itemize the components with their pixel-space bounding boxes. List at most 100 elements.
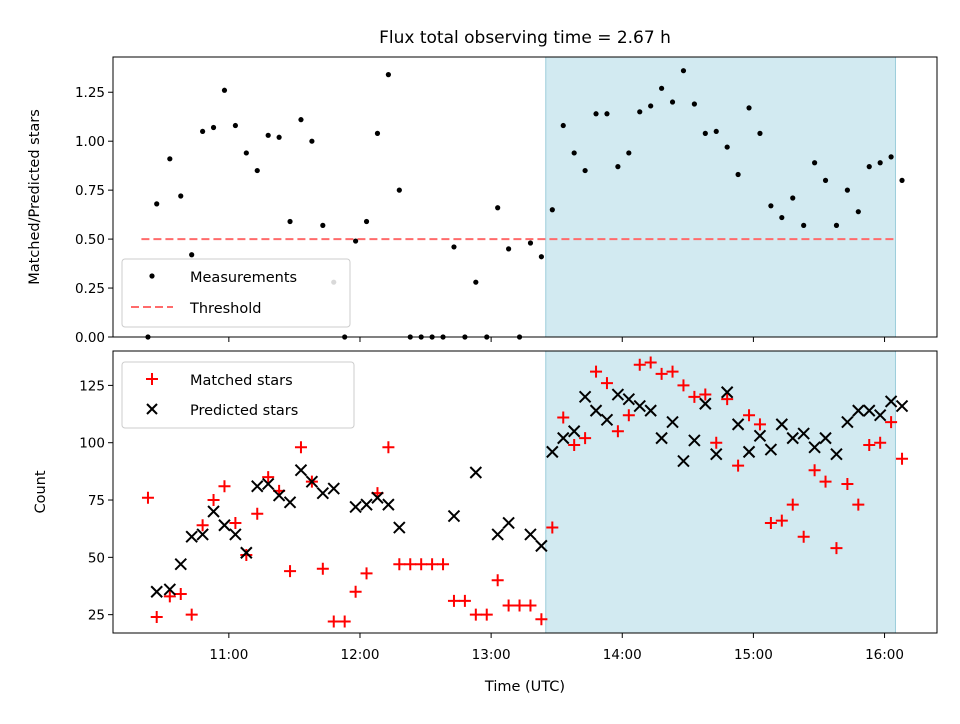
top-panel: 0.00 0.25 0.50 0.75 1.00 1.25 Matched/Predict… <box>27 56 938 346</box>
measurement-point <box>320 222 326 228</box>
measurement-point <box>276 134 282 140</box>
y-tick-label: 75 <box>88 493 105 509</box>
predicted-star-point <box>567 425 581 438</box>
predicted-star-point <box>764 443 778 456</box>
predicted-star-point <box>349 500 362 514</box>
measurement-point <box>353 238 359 244</box>
bottom-shaded-region <box>545 350 896 634</box>
top-plot-frame <box>112 56 938 338</box>
matched-star-point <box>677 379 690 392</box>
matched-star-point <box>327 615 340 628</box>
predicted-star-point <box>261 477 275 491</box>
matched-star-point <box>513 599 526 612</box>
predicted-star-point <box>240 546 253 559</box>
measurement-point <box>757 130 763 136</box>
bottom-plot-frame <box>112 350 938 634</box>
predicted-star-point <box>666 415 679 429</box>
matched-star-point <box>819 475 832 488</box>
matched-star-point <box>251 507 264 520</box>
predicted-star-point <box>797 427 810 440</box>
measurement-point <box>790 195 796 201</box>
matched-star-point <box>710 436 723 449</box>
measurement-point <box>451 244 457 250</box>
measurement-points <box>145 68 905 340</box>
predicted-star-point <box>185 530 198 543</box>
bottom-legend: Matched stars Predicted stars <box>121 361 355 429</box>
predicted-star-point <box>524 528 537 541</box>
predicted-star-point <box>600 413 614 426</box>
y-tick-label: 125 <box>79 378 105 394</box>
predicted-star-point <box>852 404 865 417</box>
matched-star-point <box>393 558 406 571</box>
predicted-star-point <box>502 516 515 530</box>
predicted-star-point <box>786 431 799 445</box>
x-tick-label: 14:00 <box>603 647 642 663</box>
matched-star-point <box>896 452 909 465</box>
measurement-point <box>549 207 555 213</box>
legend-predicted-label: Predicted stars <box>190 403 298 419</box>
predicted-star-point <box>305 475 319 488</box>
predicted-star-point <box>775 418 789 431</box>
x-tick-label: 15:00 <box>734 647 773 663</box>
bottom-x-ticks: 11:00 12:00 13:00 14:00 15:00 16:00 <box>209 633 904 663</box>
matched-star-point <box>382 441 395 454</box>
matched-star-point <box>415 558 428 571</box>
y-tick-label: 0.50 <box>75 232 105 248</box>
measurement-point <box>713 128 719 135</box>
measurement-point <box>768 203 774 209</box>
y-tick-label: 1.00 <box>75 134 105 150</box>
matched-star-point <box>240 549 253 562</box>
measurement-point <box>779 214 785 221</box>
measurement-point <box>232 122 238 129</box>
matched-star-point <box>568 439 581 451</box>
matched-star-point <box>404 558 417 571</box>
matched-star-point <box>753 418 766 431</box>
predicted-star-point <box>677 454 690 468</box>
matched-star-point <box>150 610 163 623</box>
matched-star-point <box>743 409 756 422</box>
predicted-star-point <box>742 445 756 459</box>
measurement-point <box>888 154 894 160</box>
matched-star-point <box>764 516 777 529</box>
predicted-star-points <box>150 386 909 598</box>
predicted-star-point <box>469 466 483 479</box>
top-x-ticks <box>228 337 886 342</box>
predicted-star-point <box>589 404 603 417</box>
matched-star-point <box>349 585 362 598</box>
x-tick-label: 12:00 <box>341 647 380 663</box>
matched-star-point <box>535 613 548 626</box>
predicted-star-point <box>327 482 340 495</box>
matched-star-point <box>447 594 460 607</box>
predicted-star-point <box>294 464 308 477</box>
matched-star-point <box>590 365 603 378</box>
top-shaded-region <box>545 56 896 338</box>
predicted-star-point <box>360 498 373 511</box>
legend-predicted-marker <box>146 403 158 415</box>
predicted-star-point <box>393 521 406 534</box>
measurement-point <box>178 193 184 199</box>
measurement-point <box>495 205 501 211</box>
matched-star-point <box>633 358 646 371</box>
measurement-point <box>221 87 228 93</box>
measurement-point <box>812 160 818 166</box>
measurement-point <box>833 222 840 228</box>
matched-star-point <box>360 567 373 580</box>
measurement-point <box>210 124 217 131</box>
measurement-point <box>154 201 160 207</box>
bottom-y-axis-label: Count <box>33 470 49 513</box>
matched-star-point <box>469 608 482 621</box>
predicted-star-point <box>447 509 461 523</box>
measurement-point <box>167 156 173 162</box>
predicted-star-point <box>557 431 570 445</box>
matched-star-point <box>830 542 843 555</box>
matched-star-point <box>458 594 471 607</box>
measurement-point <box>648 103 654 109</box>
predicted-star-point <box>633 399 646 413</box>
legend-measurements-label: Measurements <box>190 270 297 286</box>
y-tick-label: 0.00 <box>75 330 105 346</box>
matched-star-point <box>284 565 297 578</box>
predicted-star-point <box>731 418 745 431</box>
measurement-point <box>593 111 599 117</box>
predicted-star-point <box>535 539 548 553</box>
measurement-point <box>538 254 544 260</box>
